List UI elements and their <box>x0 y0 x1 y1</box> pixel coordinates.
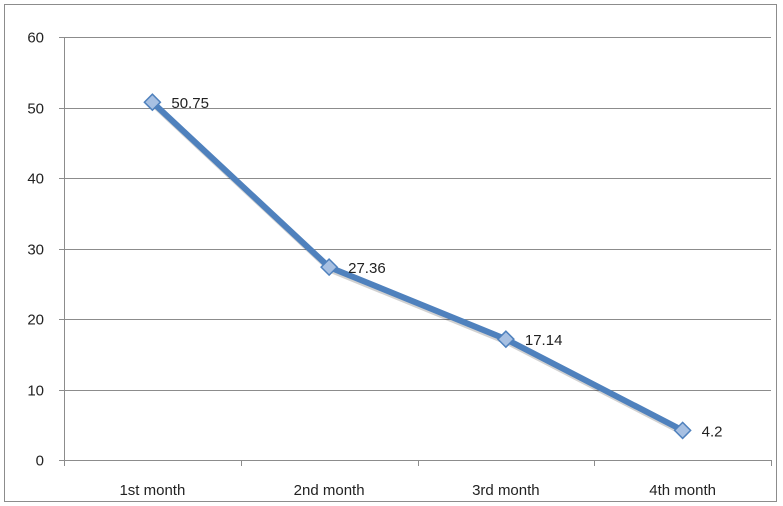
x-tick-label: 2nd month <box>294 482 365 499</box>
data-label: 4.2 <box>702 423 723 440</box>
y-axis-tick-labels: 0 10 20 30 40 50 60 <box>27 30 44 470</box>
series-line-shadow <box>151 102 688 437</box>
y-tick-label: 40 <box>27 171 44 188</box>
x-tick-label: 1st month <box>119 482 185 499</box>
y-tick-label: 20 <box>27 312 44 329</box>
y-tick-label: 10 <box>27 383 44 400</box>
y-tick-label: 60 <box>27 30 44 47</box>
data-label: 17.14 <box>525 332 563 349</box>
data-point-marker <box>143 93 162 112</box>
chart-frame <box>4 4 777 502</box>
x-tick-label: 3rd month <box>472 482 540 499</box>
data-label: 27.36 <box>348 260 386 277</box>
x-tick-label: 4th month <box>649 482 716 499</box>
y-tick-label: 30 <box>27 242 44 259</box>
data-point-marker <box>673 421 692 440</box>
x-axis-tick-labels: 1st month 2nd month 3rd month 4th month <box>119 482 716 499</box>
data-labels: 50.75 27.36 17.14 4.2 <box>171 95 722 440</box>
series-markers <box>143 93 692 440</box>
data-label: 50.75 <box>171 95 209 112</box>
data-point-marker <box>496 330 515 349</box>
gridlines <box>64 37 771 391</box>
axes <box>59 37 772 466</box>
y-tick-label: 50 <box>27 101 44 118</box>
data-point-marker <box>320 258 339 277</box>
series-line <box>149 99 688 437</box>
y-tick-label: 0 <box>36 453 44 470</box>
series-line <box>149 99 686 434</box>
